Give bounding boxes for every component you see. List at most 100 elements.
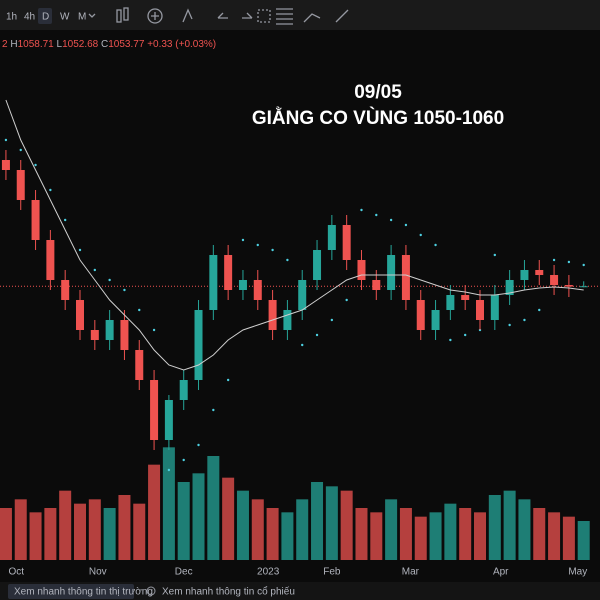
select-icon[interactable]	[257, 9, 271, 23]
indicator-icon[interactable]	[147, 8, 163, 24]
candle-body	[105, 320, 114, 340]
footer-tab-label[interactable]: Xem nhanh thông tin thị trường	[14, 587, 153, 598]
candle-body	[550, 275, 559, 285]
x-tick-label: 2023	[257, 567, 280, 578]
toolbar	[0, 0, 600, 30]
sar-dot	[315, 333, 319, 337]
annotation: GIẰNG CO VÙNG 1050-1060	[252, 107, 504, 129]
candle-body	[461, 295, 470, 300]
interval-button[interactable]: M	[78, 12, 86, 23]
trend-icon[interactable]	[303, 13, 321, 23]
legend-value: 1053.77	[108, 39, 145, 50]
candle-body	[342, 225, 351, 260]
volume-bar	[296, 499, 309, 560]
candle-body	[298, 280, 307, 310]
candle-body	[446, 295, 455, 310]
interval-button[interactable]: D	[42, 12, 49, 23]
candle-body	[31, 200, 40, 240]
sar-dot	[449, 338, 452, 342]
interval-button[interactable]: W	[60, 12, 70, 23]
interval-button[interactable]: 4h	[24, 12, 35, 23]
sar-dot	[93, 268, 97, 272]
ohlc-legend: 2 H1058.71 L1052.68 C1053.77 +0.33 (+0.0…	[2, 39, 216, 50]
x-tick-label: Oct	[9, 567, 25, 578]
legend-value: 1052.68	[62, 39, 99, 50]
footer-search[interactable]: Xem nhanh thông tin cổ phiếu	[162, 586, 295, 598]
legend-prefix: 2	[2, 39, 8, 50]
footer-tab[interactable]	[8, 584, 134, 599]
sar-dot	[4, 138, 8, 142]
sar-dot	[241, 238, 245, 242]
sar-dot	[123, 288, 126, 292]
sar-dot	[360, 208, 363, 212]
candle-body	[135, 350, 144, 380]
dropdown-icon[interactable]	[88, 13, 96, 18]
sar-dot	[567, 260, 571, 264]
sar-dot	[182, 458, 185, 462]
x-tick-label: Apr	[493, 567, 509, 578]
volume-bar	[340, 490, 353, 560]
volume-bar	[548, 512, 561, 560]
redo-icon[interactable]	[242, 12, 253, 19]
candle-body	[194, 310, 203, 380]
volume-bar	[444, 503, 457, 560]
legend-value: 1058.71	[18, 39, 55, 50]
sar-dot	[404, 223, 408, 227]
sar-dot	[523, 318, 526, 322]
volume-bar	[325, 486, 338, 560]
candle-body	[579, 286, 588, 288]
x-tick-label: Mar	[402, 567, 420, 578]
toolbar-icons	[88, 7, 349, 25]
footer	[0, 582, 600, 600]
candle-body	[416, 300, 425, 330]
sar-dot	[256, 243, 259, 247]
candle-body	[327, 225, 336, 250]
candle-body	[564, 285, 573, 287]
volume-bar	[311, 482, 324, 560]
candle-body	[268, 300, 277, 330]
sar-dot	[508, 323, 511, 327]
x-tick-label: Feb	[323, 567, 341, 578]
candle-body	[224, 255, 233, 290]
volume-bar	[503, 490, 516, 560]
moving-average	[5, 99, 584, 371]
sar-dot	[34, 163, 37, 167]
sar-dot	[138, 308, 141, 312]
candle-body	[76, 300, 84, 330]
undo-icon[interactable]	[217, 12, 228, 19]
volume-bar	[177, 482, 190, 560]
candle-body	[164, 400, 173, 440]
x-tick-label: Dec	[175, 567, 193, 578]
legend-label: H	[10, 39, 17, 50]
sar-dot	[49, 188, 52, 192]
candle-body	[490, 295, 499, 320]
volume-bar	[414, 516, 427, 560]
sar-dot	[493, 253, 497, 257]
candle-icon[interactable]	[116, 9, 122, 23]
sar-dot	[226, 378, 230, 382]
candle-icon[interactable]	[123, 7, 129, 21]
volume-bar	[533, 508, 546, 560]
ray-icon[interactable]	[335, 9, 349, 23]
sar-dot	[463, 333, 467, 337]
sar-dot	[271, 248, 274, 252]
sar-dot	[167, 468, 171, 472]
volume-bar	[118, 495, 131, 560]
volume-bar	[281, 512, 294, 560]
drawing-icon[interactable]	[182, 8, 193, 23]
sar-dot	[552, 258, 556, 262]
candle-body	[372, 280, 381, 290]
volume-bar	[429, 512, 442, 560]
candle-body	[476, 300, 484, 320]
volume-bar	[14, 499, 27, 560]
candle-body	[387, 255, 396, 290]
interval-button[interactable]: 1h	[6, 12, 17, 23]
volume-bar	[222, 477, 235, 560]
lines-icon[interactable]	[276, 8, 293, 25]
x-tick-label: Nov	[89, 567, 107, 578]
candle-body	[253, 280, 262, 300]
sar-dot	[419, 233, 422, 237]
interval-active	[38, 8, 52, 24]
volume-bar	[266, 508, 279, 560]
